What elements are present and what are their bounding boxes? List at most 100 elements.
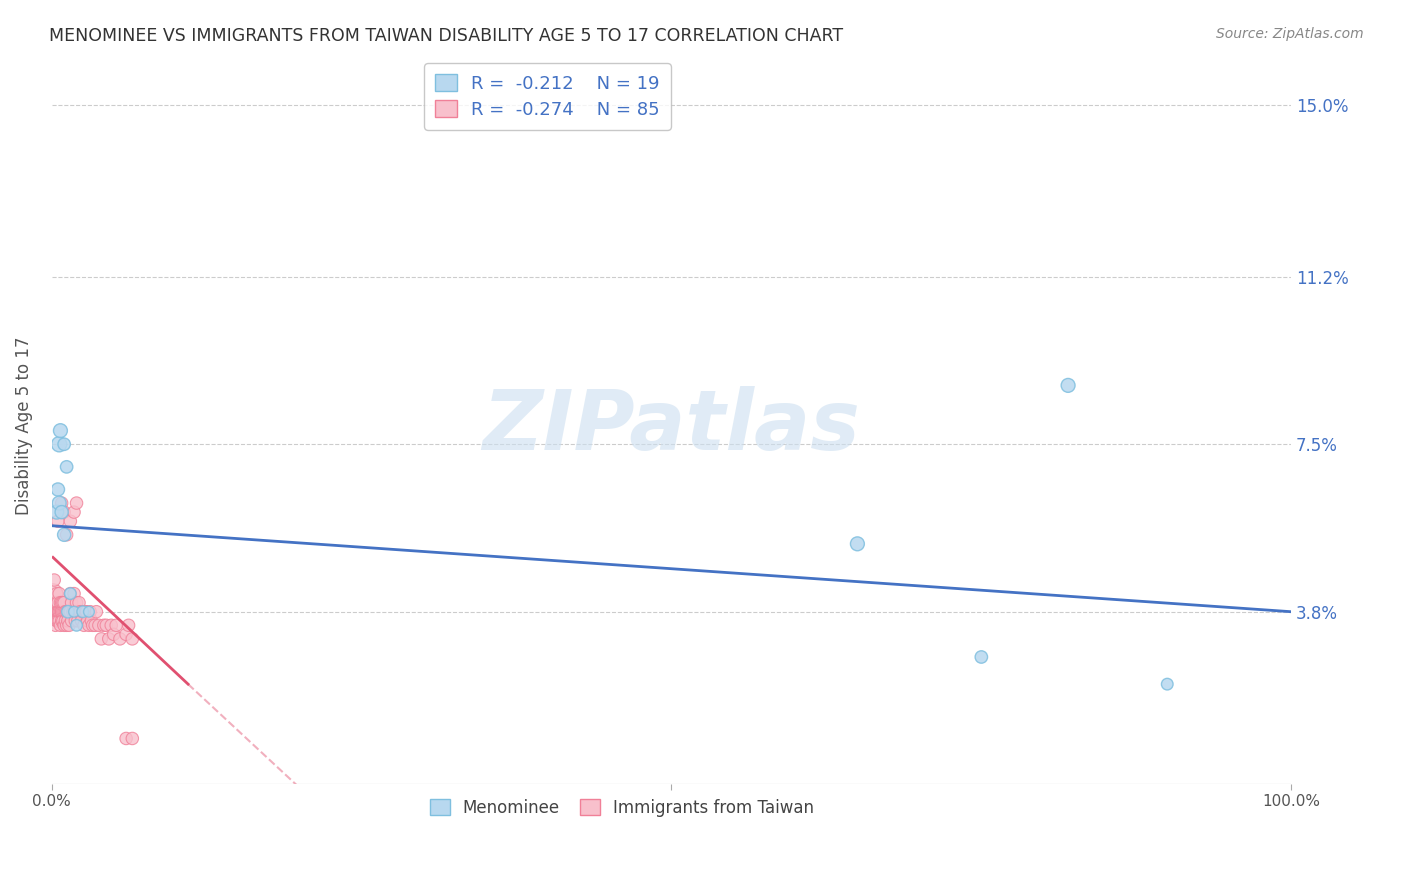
Point [58, 605, 80, 619]
Point [59, 605, 82, 619]
Point [49, 618, 72, 632]
Point [59, 514, 82, 528]
Point [103, 627, 125, 641]
Point [1057, 378, 1080, 392]
Point [49, 424, 72, 438]
Point [67, 605, 90, 619]
Point [63, 605, 86, 619]
Point [121, 731, 143, 746]
Point [56, 605, 79, 619]
Point [46, 605, 69, 619]
Point [53, 596, 76, 610]
Point [49, 596, 72, 610]
Point [44, 596, 66, 610]
Point [970, 650, 993, 665]
Point [52, 596, 75, 610]
Text: ZIPatlas: ZIPatlas [482, 385, 860, 467]
Point [48, 605, 70, 619]
Point [42, 586, 65, 600]
Point [53, 618, 76, 632]
Point [45, 605, 67, 619]
Point [72, 605, 94, 619]
Point [108, 632, 131, 646]
Point [73, 618, 96, 632]
Point [52, 605, 75, 619]
Point [48, 614, 70, 628]
Point [67, 596, 90, 610]
Text: MENOMINEE VS IMMIGRANTS FROM TAIWAN DISABILITY AGE 5 TO 17 CORRELATION CHART: MENOMINEE VS IMMIGRANTS FROM TAIWAN DISA… [49, 27, 844, 45]
Point [51, 596, 73, 610]
Legend: Menominee, Immigrants from Taiwan: Menominee, Immigrants from Taiwan [422, 791, 823, 825]
Point [60, 614, 83, 628]
Point [121, 632, 143, 646]
Point [51, 505, 73, 519]
Point [70, 614, 93, 628]
Point [79, 605, 101, 619]
Point [65, 596, 87, 610]
Point [76, 614, 98, 628]
Point [846, 537, 869, 551]
Point [84, 618, 107, 632]
Point [63, 605, 86, 619]
Point [77, 605, 100, 619]
Point [115, 731, 138, 746]
Point [48, 496, 70, 510]
Point [77, 618, 100, 632]
Point [63, 505, 86, 519]
Point [62, 605, 84, 619]
Point [45, 505, 67, 519]
Point [51, 605, 73, 619]
Point [117, 618, 139, 632]
Point [65, 605, 87, 619]
Point [1156, 677, 1178, 691]
Point [65, 614, 87, 628]
Point [51, 496, 73, 510]
Point [55, 459, 77, 474]
Text: Source: ZipAtlas.com: Source: ZipAtlas.com [1216, 27, 1364, 41]
Point [46, 596, 69, 610]
Point [44, 605, 66, 619]
Point [46, 483, 69, 497]
Point [75, 605, 97, 619]
Point [63, 586, 86, 600]
Point [66, 614, 89, 628]
Point [48, 605, 70, 619]
Point [51, 605, 73, 619]
Point [55, 618, 77, 632]
Point [52, 614, 75, 628]
Point [55, 605, 77, 619]
Point [46, 514, 69, 528]
Point [48, 437, 70, 451]
Point [59, 586, 82, 600]
Y-axis label: Disability Age 5 to 17: Disability Age 5 to 17 [15, 337, 32, 516]
Point [45, 586, 67, 600]
Point [44, 618, 66, 632]
Point [55, 605, 77, 619]
Point [58, 618, 80, 632]
Point [55, 528, 77, 542]
Point [87, 618, 110, 632]
Point [44, 596, 66, 610]
Point [51, 614, 73, 628]
Point [55, 614, 77, 628]
Point [53, 505, 76, 519]
Point [65, 618, 87, 632]
Point [82, 618, 104, 632]
Point [75, 605, 97, 619]
Point [72, 605, 94, 619]
Point [97, 632, 120, 646]
Point [93, 618, 115, 632]
Point [115, 627, 138, 641]
Point [105, 618, 128, 632]
Point [44, 573, 66, 587]
Point [59, 586, 82, 600]
Point [53, 528, 76, 542]
Point [53, 605, 76, 619]
Point [56, 614, 79, 628]
Point [65, 496, 87, 510]
Point [46, 614, 69, 628]
Point [69, 605, 91, 619]
Point [96, 618, 118, 632]
Point [80, 614, 103, 628]
Point [48, 586, 70, 600]
